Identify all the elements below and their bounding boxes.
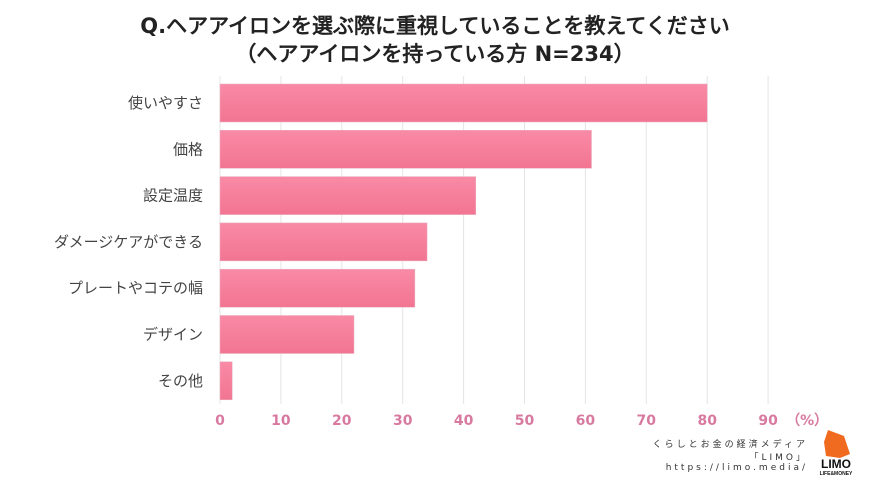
x-tick-label: 30 (393, 413, 413, 429)
svg-text:LIFE&MONEY: LIFE&MONEY (820, 471, 853, 477)
category-label: 価格 (173, 140, 203, 158)
category-label: 設定温度 (143, 187, 203, 205)
bar (219, 361, 233, 401)
x-tick-label: 50 (515, 413, 535, 429)
svg-text:LIMO: LIMO (821, 457, 851, 471)
x-unit-label: （%） (786, 413, 828, 429)
credit-url: https://limo.media/ (665, 463, 808, 473)
bar (219, 222, 428, 262)
credit-line2: 「LIMO」 (749, 453, 808, 463)
x-tick-label: 70 (637, 413, 657, 429)
x-tick-label: 20 (332, 413, 352, 429)
credit-line1: くらしとお金の経済メディア (652, 440, 808, 450)
bar (219, 130, 592, 169)
bar (219, 315, 355, 354)
bar (219, 268, 416, 308)
category-label: 使いやすさ (128, 94, 203, 112)
category-label: その他 (158, 372, 203, 390)
bar (219, 83, 708, 123)
x-tick-label: 80 (697, 413, 717, 429)
category-label: プレートやコテの幅 (68, 279, 203, 297)
fox-icon: LIMO LIFE&MONEY (820, 430, 853, 477)
bar (219, 176, 477, 215)
x-tick-label: 90 (758, 413, 778, 429)
x-tick-label: 10 (271, 413, 291, 429)
limo-logo: LIMO LIFE&MONEY (814, 428, 858, 478)
chart-title: Q.ヘアアイロンを選ぶ際に重視していることを教えてください (140, 14, 730, 38)
x-tick-label: 0 (215, 413, 225, 429)
category-label: ダメージケアができる (54, 233, 203, 251)
chart-subtitle: （ヘアアイロンを持っている方 N=234） (235, 42, 635, 66)
category-label: デザイン (143, 326, 203, 344)
x-tick-label: 60 (576, 413, 596, 429)
x-tick-label: 40 (454, 413, 474, 429)
